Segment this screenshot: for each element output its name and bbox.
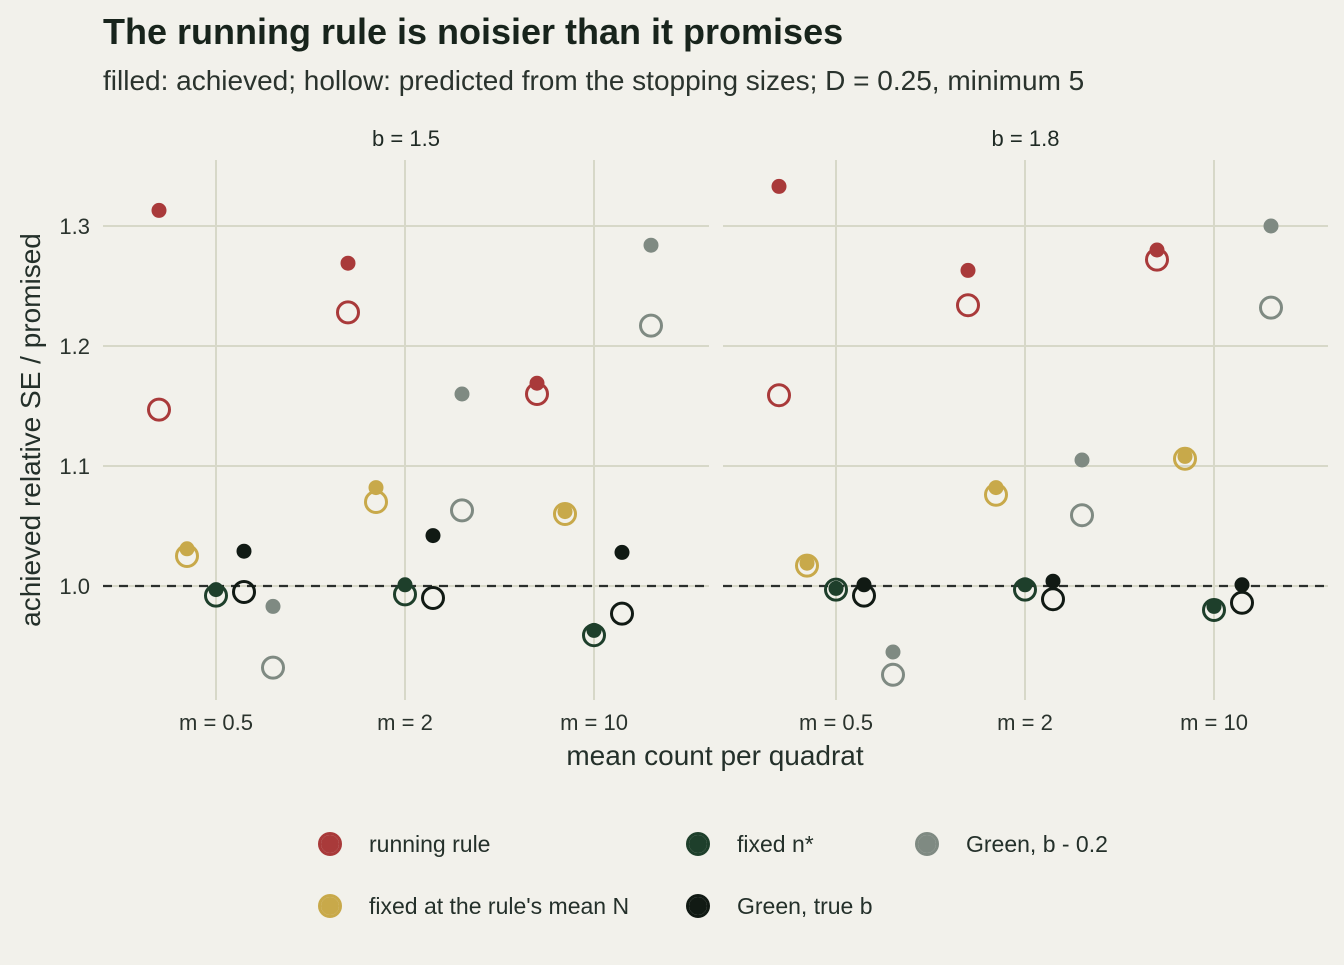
legend-marker-hollow — [686, 832, 710, 856]
point-achieved — [425, 528, 441, 544]
point-achieved — [454, 386, 470, 402]
point-predicted — [610, 601, 634, 626]
point-achieved — [1206, 598, 1222, 614]
legend-label: Green, b - 0.2 — [966, 831, 1108, 857]
legend-marker — [321, 897, 339, 915]
point-achieved — [643, 237, 659, 253]
point-achieved — [1045, 573, 1061, 589]
point-achieved — [586, 622, 602, 638]
point-predicted — [1041, 587, 1065, 612]
point-achieved — [179, 541, 195, 557]
point-achieved — [988, 480, 1004, 496]
x-tick-label: m = 0.5 — [179, 710, 253, 735]
legend-item: Green, b - 0.2 — [915, 831, 1108, 857]
point-predicted — [795, 553, 819, 578]
x-tick-label: m = 10 — [1180, 710, 1248, 735]
panel-2: b = 1.8 m = 0.5 m = 2 m = 10 — [723, 126, 1328, 735]
legend-marker-hollow — [686, 894, 710, 918]
legend: running rule fixed n* Green, b - 0.2 fixed … — [318, 831, 1108, 919]
point-achieved — [1234, 577, 1250, 593]
y-tick-label: 1.3 — [59, 214, 90, 239]
y-axis-title: achieved relative SE / promised — [15, 233, 46, 627]
legend-marker-hollow — [915, 832, 939, 856]
x-axis-title: mean count per quadrat — [566, 740, 864, 771]
legend-item: fixed n* — [686, 831, 814, 857]
y-tick-label: 1.1 — [59, 454, 90, 479]
point-achieved — [1017, 577, 1033, 593]
chart-subtitle: filled: achieved; hollow: predicted from… — [103, 65, 1084, 96]
point-predicted — [1173, 446, 1197, 471]
point-achieved — [799, 555, 815, 571]
point-achieved — [557, 504, 573, 520]
point-achieved — [265, 598, 281, 614]
point-achieved — [856, 577, 872, 593]
point-achieved — [529, 375, 545, 391]
legend-label: running rule — [369, 831, 490, 857]
legend-label: Green, true b — [737, 893, 873, 919]
legend-item: Green, true b — [686, 893, 873, 919]
point-predicted — [1070, 503, 1094, 528]
point-predicted — [421, 586, 445, 610]
x-tick-label: m = 10 — [560, 710, 628, 735]
legend-marker — [689, 835, 707, 853]
point-predicted — [261, 655, 285, 680]
point-predicted — [639, 313, 663, 338]
point-predicted — [553, 502, 577, 526]
point-achieved — [960, 262, 976, 278]
point-achieved — [208, 582, 224, 598]
point-achieved — [614, 544, 630, 560]
point-predicted — [1230, 590, 1254, 615]
point-predicted — [767, 383, 791, 408]
point-achieved — [1177, 448, 1193, 464]
point-achieved — [1263, 218, 1279, 234]
x-tick-label: m = 0.5 — [799, 710, 873, 735]
point-achieved — [828, 580, 844, 596]
legend-marker-hollow — [318, 894, 342, 918]
point-achieved — [397, 577, 413, 593]
point-achieved — [368, 480, 384, 496]
x-tick-label: m = 2 — [377, 710, 433, 735]
point-achieved — [771, 178, 787, 194]
point-achieved — [885, 644, 901, 660]
plot-area: b = 1.5 m = 0.5 m = 2 m = 10 b = 1.8 m = 0.5 m… — [59, 126, 1328, 735]
legend-item: fixed at the rule's mean N — [318, 893, 629, 919]
chart-title: The running rule is noisier than it prom… — [103, 11, 843, 52]
point-achieved — [236, 543, 252, 559]
legend-item: running rule — [318, 831, 490, 857]
panel-label: b = 1.8 — [992, 126, 1060, 151]
legend-marker — [321, 835, 339, 853]
point-achieved — [1149, 242, 1165, 258]
x-tick-label: m = 2 — [997, 710, 1053, 735]
panel-label: b = 1.5 — [372, 126, 440, 151]
point-achieved — [151, 202, 167, 218]
point-predicted — [450, 498, 474, 523]
point-predicted — [1259, 295, 1283, 320]
panel-1: b = 1.5 m = 0.5 m = 2 m = 10 — [103, 126, 709, 735]
y-tick-label: 1.0 — [59, 574, 90, 599]
point-achieved — [1074, 452, 1090, 468]
legend-marker — [918, 835, 936, 853]
point-predicted — [147, 397, 171, 422]
y-tick-label: 1.2 — [59, 334, 90, 359]
point-predicted — [956, 293, 980, 318]
legend-label: fixed n* — [737, 831, 814, 857]
point-predicted — [881, 662, 905, 687]
legend-marker — [689, 897, 707, 915]
point-predicted — [232, 580, 256, 604]
point-predicted — [824, 577, 848, 602]
legend-label: fixed at the rule's mean N — [369, 893, 629, 919]
point-achieved — [340, 255, 356, 271]
point-predicted — [336, 300, 360, 325]
legend-marker-hollow — [318, 832, 342, 856]
